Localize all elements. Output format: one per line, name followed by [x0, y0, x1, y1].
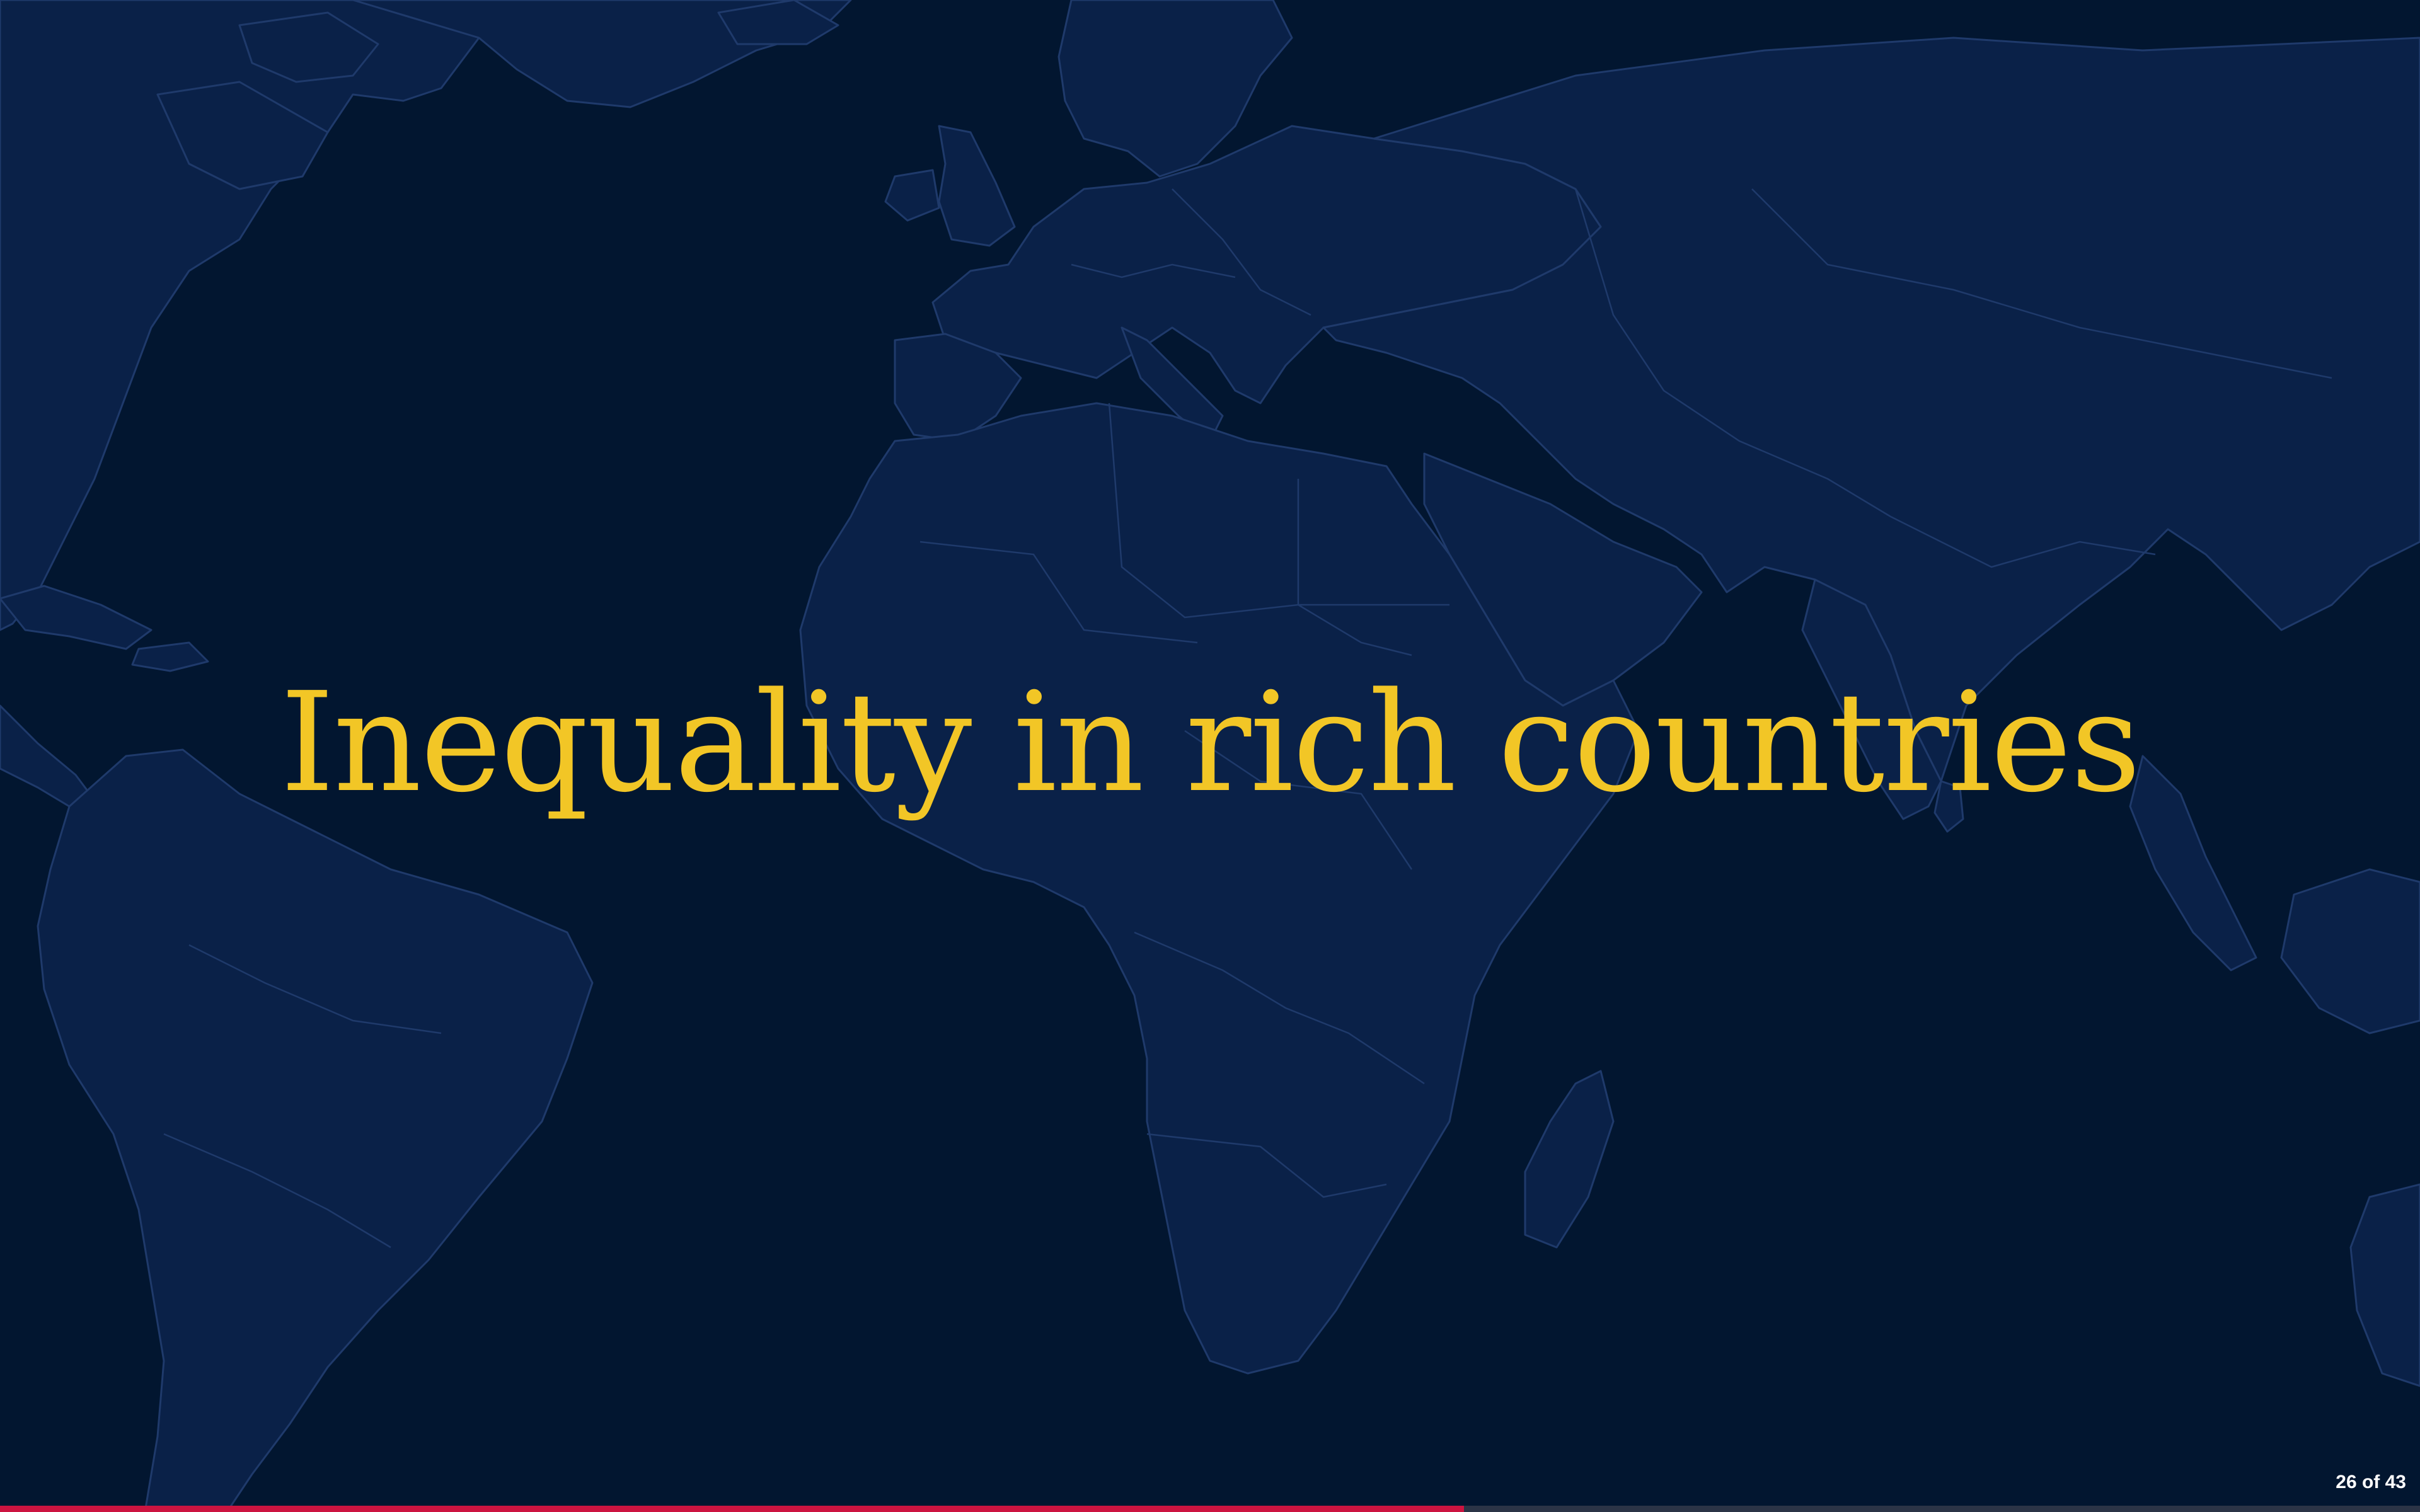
- southeast-asia-shape: [2129, 755, 2257, 971]
- australia-shape: [2349, 1183, 2420, 1387]
- india-shape: [1801, 578, 1942, 820]
- caribbean-shape: [0, 585, 153, 650]
- slide-title: Inequality in rich countries: [280, 663, 2141, 823]
- baffin-shape: [156, 81, 329, 190]
- italy-shape: [1121, 326, 1224, 442]
- sri-lanka-shape: [1933, 780, 1964, 833]
- iceland-shape: [717, 0, 839, 45]
- hispaniola-shape: [131, 641, 209, 672]
- britain-shape: [938, 125, 1016, 247]
- scandinavia-shape: [1057, 0, 1293, 178]
- madagascar-shape: [1524, 1070, 1615, 1249]
- iberia-shape: [894, 333, 1022, 442]
- indonesia-shape: [2280, 868, 2420, 1034]
- page-counter: 26 of 43: [2336, 1472, 2406, 1492]
- north-america-shape: [0, 0, 493, 631]
- arctic-islands-shape: [238, 11, 379, 83]
- slide-progress-fill: [0, 1506, 1465, 1512]
- africa-shape: [799, 402, 1640, 1375]
- slide-progress-bar: [0, 1506, 2420, 1512]
- asia-shape: [1322, 37, 2420, 782]
- south-america-shape: [37, 748, 594, 1512]
- ireland-shape: [884, 169, 940, 222]
